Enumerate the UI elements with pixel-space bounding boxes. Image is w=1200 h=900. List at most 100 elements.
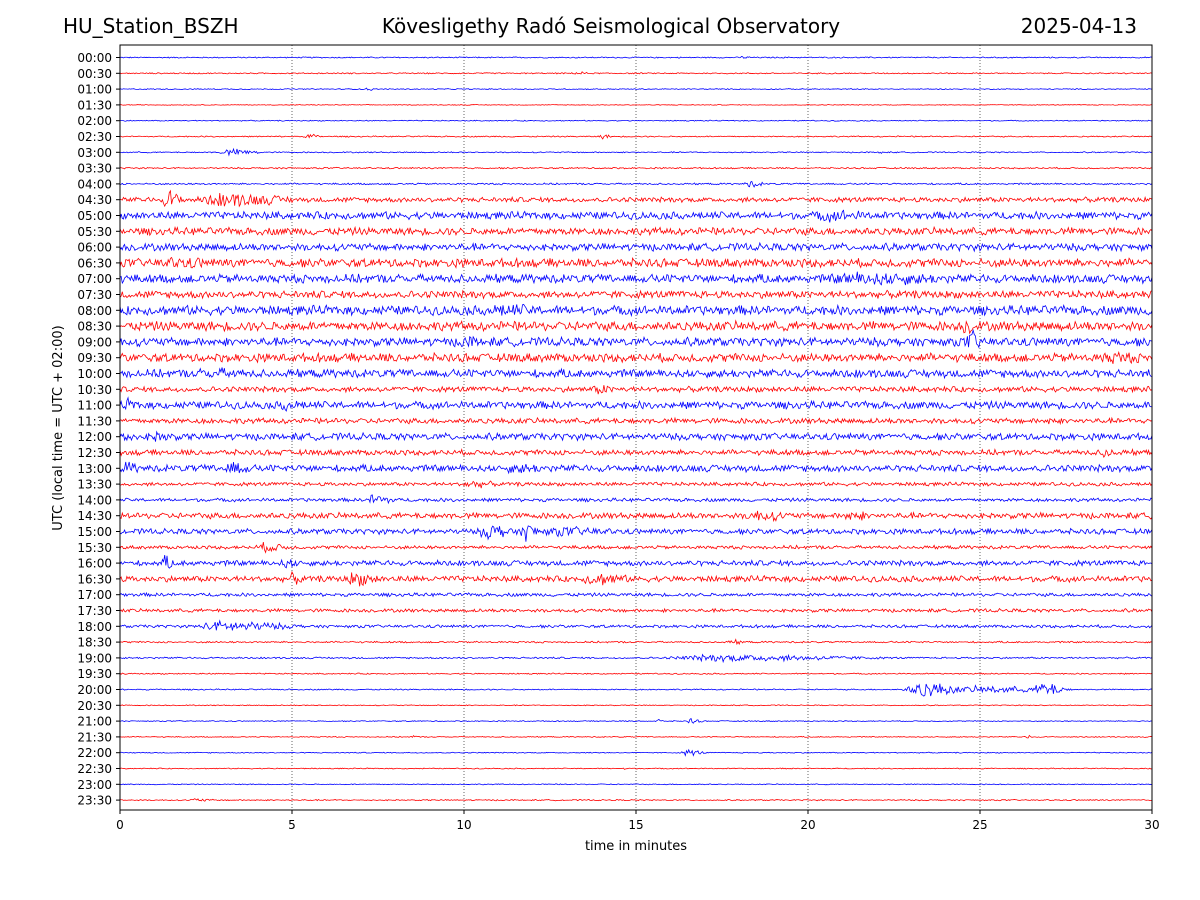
trace-0630 — [119, 256, 1153, 269]
y-tick-label: 20:30 — [77, 699, 112, 713]
y-tick-label: 15:00 — [77, 525, 112, 539]
trace-0830 — [119, 319, 1153, 335]
y-tick-label: 12:00 — [77, 430, 112, 444]
trace-0800 — [119, 303, 1153, 318]
y-tick-label: 00:00 — [77, 51, 112, 65]
trace-0600 — [119, 241, 1153, 253]
y-tick-label: 07:00 — [77, 272, 112, 286]
trace-0530 — [119, 225, 1153, 237]
y-tick-label: 06:00 — [77, 241, 112, 255]
trace-1500 — [119, 525, 1153, 542]
y-tick-label: 07:30 — [77, 288, 112, 302]
x-tick-label: 20 — [800, 818, 815, 832]
station-name: HU_Station_BSZH — [63, 14, 239, 38]
y-tick-label: 19:00 — [77, 651, 112, 665]
y-tick-label: 10:30 — [77, 383, 112, 397]
y-tick-label: 16:30 — [77, 572, 112, 586]
trace-1830 — [119, 638, 1153, 646]
y-tick-label: 11:00 — [77, 399, 112, 413]
y-tick-label: 21:30 — [77, 730, 112, 744]
trace-0300 — [119, 147, 1153, 157]
chart-title: Kövesligethy Radó Seismological Observat… — [381, 14, 841, 38]
y-tick-label: 10:00 — [77, 367, 112, 381]
trace-2030 — [119, 704, 1153, 707]
y-tick-label: 05:00 — [77, 209, 112, 223]
trace-1530 — [119, 541, 1153, 554]
x-tick-label: 25 — [972, 818, 987, 832]
trace-2300 — [119, 783, 1153, 786]
trace-0430 — [119, 189, 1153, 208]
trace-1700 — [119, 591, 1153, 598]
y-tick-label: 13:30 — [77, 478, 112, 492]
trace-1630 — [119, 570, 1153, 587]
trace-1800 — [119, 619, 1153, 631]
trace-1230 — [119, 448, 1153, 459]
trace-1330 — [119, 480, 1153, 489]
x-tick-label: 5 — [288, 818, 296, 832]
x-tick-label: 0 — [116, 818, 124, 832]
y-tick-label: 04:00 — [77, 177, 112, 191]
trace-1300 — [119, 461, 1153, 475]
trace-1130 — [119, 416, 1153, 426]
trace-0700 — [119, 271, 1153, 286]
trace-1100 — [119, 396, 1153, 412]
chart-date: 2025-04-13 — [1020, 14, 1137, 38]
trace-0930 — [119, 350, 1153, 365]
trace-1900 — [119, 653, 1153, 664]
y-tick-label: 08:30 — [77, 320, 112, 334]
trace-2200 — [119, 748, 1153, 757]
trace-1400 — [119, 494, 1153, 505]
trace-0100 — [119, 87, 1153, 91]
trace-2100 — [119, 717, 1153, 724]
y-tick-label: 19:30 — [77, 667, 112, 681]
trace-0730 — [119, 289, 1153, 300]
x-axis-label: time in minutes — [585, 839, 687, 854]
trace-1930 — [119, 672, 1153, 675]
trace-1200 — [119, 430, 1153, 442]
trace-0500 — [119, 209, 1153, 223]
seismic-traces — [119, 56, 1153, 802]
trace-1600 — [119, 554, 1153, 569]
trace-0400 — [119, 180, 1153, 188]
y-tick-label: 03:00 — [77, 146, 112, 160]
vertical-grid — [291, 45, 981, 810]
trace-1730 — [119, 607, 1153, 614]
y-tick-label: 21:00 — [77, 715, 112, 729]
trace-0330 — [119, 166, 1153, 170]
trace-0000 — [119, 56, 1153, 59]
y-tick-label: 00:30 — [77, 67, 112, 81]
trace-0200 — [119, 119, 1153, 122]
y-tick-label: 17:30 — [77, 604, 112, 618]
y-tick-label: 22:00 — [77, 746, 112, 760]
y-tick-label: 09:00 — [77, 335, 112, 349]
y-tick-label: 02:30 — [77, 130, 112, 144]
trace-2000 — [119, 683, 1153, 697]
y-tick-label: 01:30 — [77, 98, 112, 112]
x-tick-label: 10 — [456, 818, 471, 832]
x-tick-label: 30 — [1144, 818, 1159, 832]
y-tick-label: 01:00 — [77, 83, 112, 97]
y-tick-label: 09:30 — [77, 351, 112, 365]
y-tick-label: 05:30 — [77, 225, 112, 239]
y-tick-label: 17:00 — [77, 588, 112, 602]
trace-1430 — [119, 510, 1153, 523]
y-tick-label: 23:00 — [77, 778, 112, 792]
y-tick-label: 14:30 — [77, 509, 112, 523]
y-tick-label: 22:30 — [77, 762, 112, 776]
y-tick-label: 06:30 — [77, 256, 112, 270]
trace-1030 — [119, 385, 1153, 395]
y-tick-label: 11:30 — [77, 414, 112, 428]
y-tick-label: 18:30 — [77, 636, 112, 650]
y-tick-label: 14:00 — [77, 493, 112, 507]
trace-0030 — [119, 71, 1153, 75]
x-tick-label: 15 — [628, 818, 643, 832]
trace-2230 — [119, 767, 1153, 770]
trace-1000 — [119, 367, 1153, 380]
y-tick-label: 15:30 — [77, 541, 112, 555]
y-tick-label: 12:30 — [77, 446, 112, 460]
trace-2130 — [119, 734, 1153, 739]
y-tick-label: 03:30 — [77, 162, 112, 176]
y-tick-label: 20:00 — [77, 683, 112, 697]
